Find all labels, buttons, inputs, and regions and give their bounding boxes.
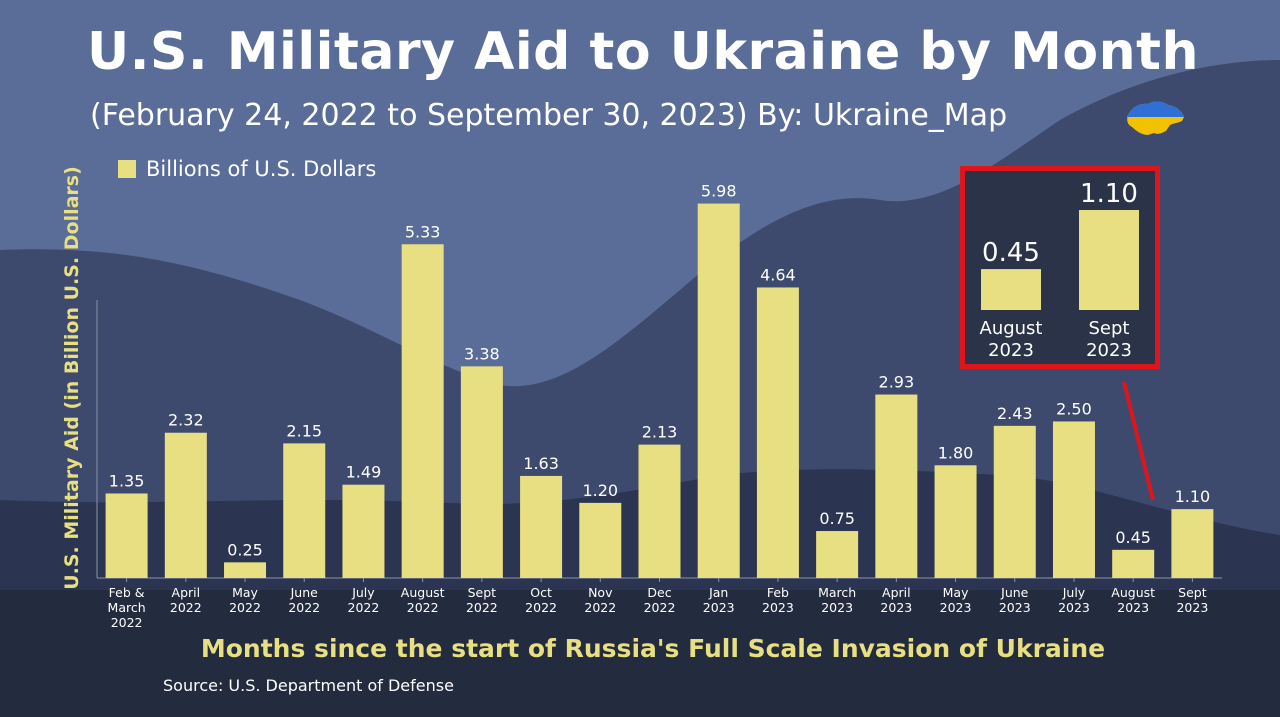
x-tick-label: April bbox=[172, 585, 201, 600]
data-label: 5.33 bbox=[405, 222, 441, 241]
x-tick-label: 2022 bbox=[111, 615, 143, 630]
x-tick-label: July bbox=[351, 585, 375, 600]
bar bbox=[875, 394, 918, 578]
bar bbox=[460, 366, 503, 578]
data-label: 0.25 bbox=[227, 540, 263, 559]
data-label: 3.38 bbox=[464, 344, 500, 363]
chart-subtitle: (February 24, 2022 to September 30, 2023… bbox=[90, 98, 1008, 133]
x-tick-label: Sept bbox=[1178, 585, 1207, 600]
data-label: 1.80 bbox=[938, 443, 974, 462]
x-tick-label: 2022 bbox=[466, 600, 498, 615]
data-label: 1.35 bbox=[109, 471, 145, 490]
x-tick-label: 2023 bbox=[821, 600, 853, 615]
x-tick-label: 2023 bbox=[762, 600, 794, 615]
bar bbox=[283, 443, 326, 578]
x-tick-label: Jan bbox=[708, 585, 728, 600]
x-tick-label: June bbox=[290, 585, 319, 600]
x-tick-label: Nov bbox=[588, 585, 613, 600]
data-label: 2.32 bbox=[168, 411, 204, 430]
ukraine-map-icon bbox=[1127, 101, 1184, 135]
data-label: 5.98 bbox=[701, 182, 737, 201]
inset-tick-label: 2023 bbox=[988, 340, 1034, 361]
x-tick-label: August bbox=[1111, 585, 1155, 600]
x-tick-label: 2022 bbox=[229, 600, 261, 615]
data-label: 1.20 bbox=[582, 481, 618, 500]
legend: Billions of U.S. Dollars bbox=[118, 157, 376, 181]
x-tick-label: 2022 bbox=[644, 600, 676, 615]
chart-title: U.S. Military Aid to Ukraine by Month bbox=[86, 22, 1200, 82]
data-label: 2.93 bbox=[879, 373, 915, 392]
x-tick-label: Feb bbox=[767, 585, 789, 600]
bar bbox=[638, 444, 681, 578]
data-label: 1.49 bbox=[346, 463, 382, 482]
x-tick-label: Sept bbox=[468, 585, 497, 600]
inset-data-label: 0.45 bbox=[982, 238, 1040, 268]
data-label: 1.63 bbox=[523, 454, 559, 473]
x-tick-label: 2023 bbox=[999, 600, 1031, 615]
x-tick-label: Feb & bbox=[109, 585, 145, 600]
x-tick-label: Oct bbox=[530, 585, 552, 600]
data-label: 4.64 bbox=[760, 265, 796, 284]
bar bbox=[934, 465, 977, 578]
bar bbox=[579, 502, 622, 578]
x-axis-label: Months since the start of Russia's Full … bbox=[200, 634, 1106, 663]
inset-connector-line bbox=[1122, 381, 1155, 501]
x-tick-label: Dec bbox=[647, 585, 671, 600]
bar bbox=[1171, 509, 1214, 578]
bar bbox=[164, 432, 207, 578]
bar bbox=[756, 287, 799, 578]
data-label: 2.13 bbox=[642, 423, 678, 442]
bar bbox=[1052, 421, 1095, 578]
inset-zoom-box: 0.45 August 2023 1.10 Sept 2023 bbox=[960, 166, 1160, 369]
x-tick-label: June bbox=[1000, 585, 1029, 600]
bar bbox=[224, 562, 267, 578]
inset-tick-label: August bbox=[980, 318, 1043, 339]
x-tick-label: 2023 bbox=[1058, 600, 1090, 615]
bar bbox=[697, 203, 740, 578]
x-tick-label: April bbox=[882, 585, 911, 600]
inset-bar bbox=[981, 269, 1041, 310]
x-tick-label: 2023 bbox=[880, 600, 912, 615]
inset-data-label: 1.10 bbox=[1080, 179, 1138, 209]
x-tick-label: 2023 bbox=[703, 600, 735, 615]
x-tick-label: 2022 bbox=[525, 600, 557, 615]
x-tick-label: 2022 bbox=[407, 600, 439, 615]
x-tick-label: August bbox=[401, 585, 445, 600]
x-tick-label: July bbox=[1062, 585, 1086, 600]
x-tick-label: March bbox=[108, 600, 146, 615]
bar bbox=[520, 475, 563, 578]
x-tick-label: 2022 bbox=[170, 600, 202, 615]
inset-bar bbox=[1079, 210, 1139, 310]
x-tick-label: 2023 bbox=[1176, 600, 1208, 615]
bar bbox=[401, 244, 444, 578]
inset-tick-label: 2023 bbox=[1086, 340, 1132, 361]
bar bbox=[993, 425, 1036, 578]
bar bbox=[342, 484, 385, 578]
x-tick-label: 2022 bbox=[584, 600, 616, 615]
bar bbox=[1112, 549, 1155, 578]
x-tick-label: May bbox=[232, 585, 258, 600]
data-label: 2.50 bbox=[1056, 399, 1092, 418]
x-tick-label: May bbox=[943, 585, 969, 600]
x-tick-label: 2022 bbox=[288, 600, 320, 615]
data-label: 2.15 bbox=[286, 421, 322, 440]
data-label: 1.10 bbox=[1175, 487, 1211, 506]
x-tick-label: March bbox=[818, 585, 856, 600]
data-label: 0.45 bbox=[1115, 528, 1151, 547]
bar bbox=[816, 531, 859, 578]
source-note: Source: U.S. Department of Defense bbox=[163, 676, 454, 695]
data-label: 2.43 bbox=[997, 404, 1033, 423]
legend-swatch bbox=[118, 160, 136, 178]
x-tick-label: 2023 bbox=[1117, 600, 1149, 615]
inset-tick-label: Sept bbox=[1089, 318, 1130, 339]
x-tick-label: 2022 bbox=[348, 600, 380, 615]
x-tick-label: 2023 bbox=[940, 600, 972, 615]
legend-label: Billions of U.S. Dollars bbox=[146, 157, 377, 181]
bar bbox=[105, 493, 148, 578]
data-label: 0.75 bbox=[819, 509, 855, 528]
